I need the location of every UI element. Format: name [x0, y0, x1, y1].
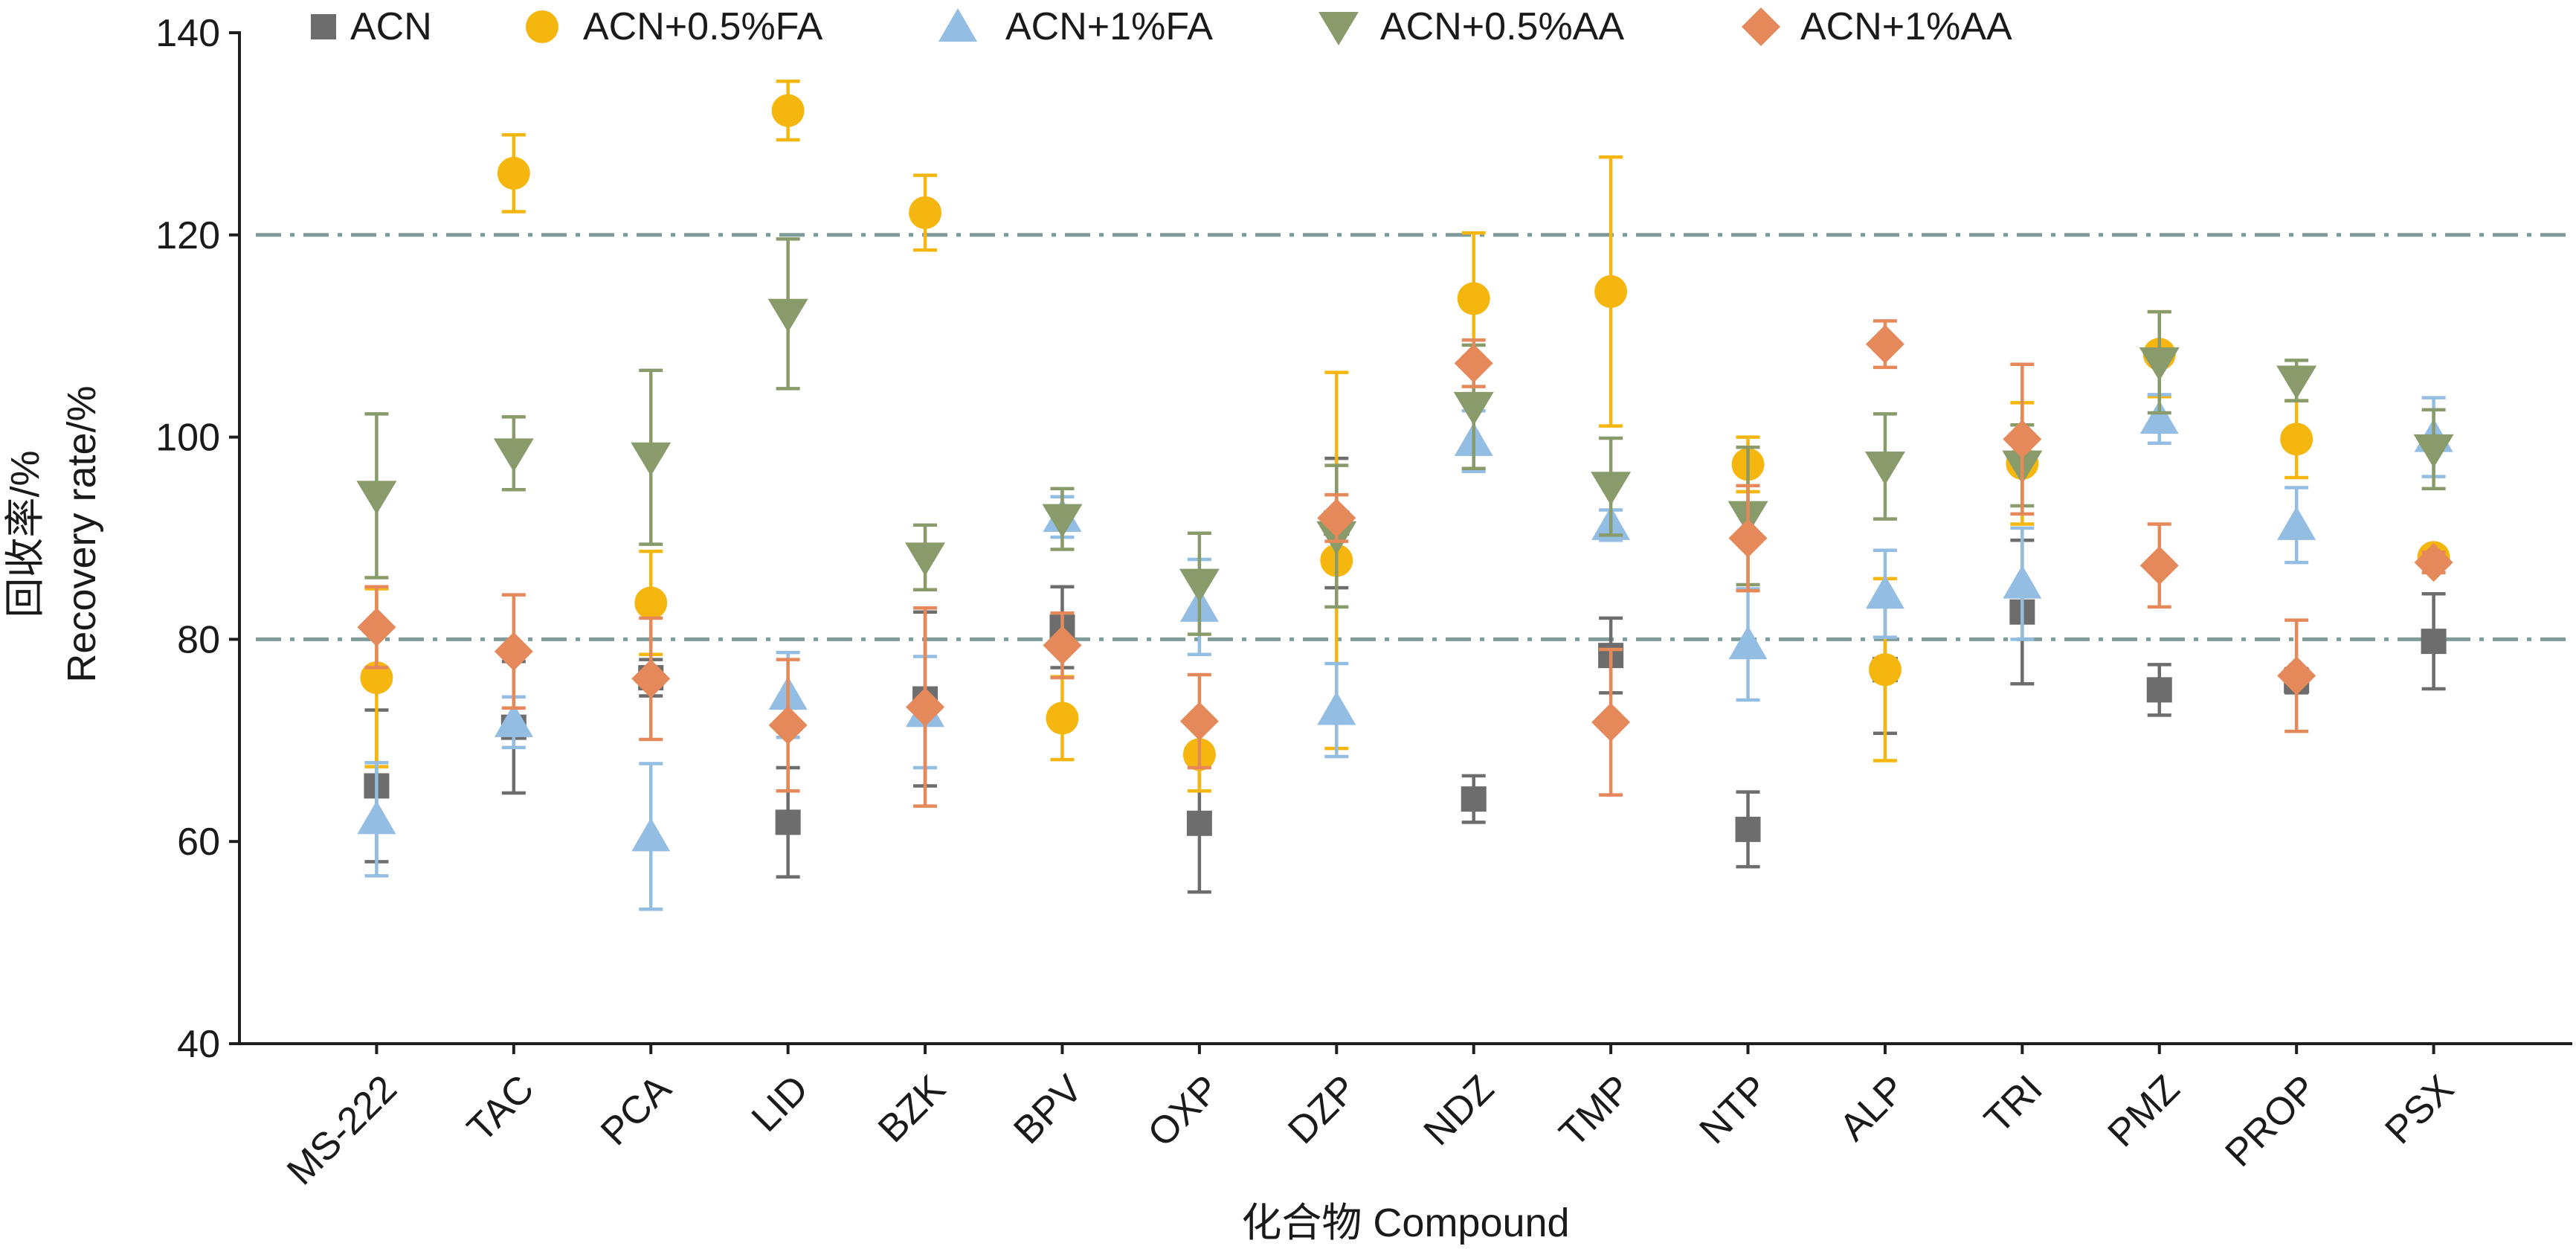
legend-label: ACN+1%AA	[1800, 5, 2012, 48]
data-point	[2146, 677, 2172, 703]
legend-marker-diamond	[1742, 7, 1780, 46]
data-point	[1317, 691, 1356, 725]
data-point	[1728, 518, 1768, 558]
y-axis-title: Recovery rate/%	[59, 385, 104, 682]
data-point	[2139, 347, 2180, 382]
data-point	[1454, 344, 1493, 383]
data-point	[2276, 365, 2317, 399]
legend-marker-square	[311, 14, 336, 39]
data-point	[2139, 546, 2179, 585]
data-point	[2277, 506, 2316, 540]
y-tick-label: 80	[177, 618, 220, 661]
legend-label: ACN	[350, 5, 432, 48]
data-point	[1179, 568, 1220, 603]
data-point	[1591, 702, 1631, 742]
data-point	[1868, 653, 1902, 687]
data-point	[775, 809, 801, 835]
series-diamond	[357, 319, 2453, 808]
data-point	[1317, 498, 1356, 538]
y-axis-ticks: 40 60 80 100 120 140	[155, 12, 239, 1066]
data-point	[1864, 452, 1905, 486]
data-point	[497, 156, 530, 190]
legend-label: ACN+1%FA	[1005, 5, 1213, 48]
data-point	[1457, 282, 1490, 315]
data-point	[2139, 400, 2179, 434]
data-point	[494, 703, 533, 737]
data-point	[1735, 816, 1761, 842]
data-point	[631, 659, 671, 699]
y-axis-title-cn: 回收率/%	[3, 450, 48, 617]
data-point	[493, 438, 534, 472]
legend-item: ACN+0.5%FA	[526, 5, 823, 48]
legend-marker-triangle-down	[1318, 12, 1359, 45]
data-point	[2003, 420, 2042, 459]
data-point	[2414, 543, 2453, 582]
legend-marker-triangle-up	[938, 8, 977, 42]
data-point	[356, 481, 397, 515]
data-point	[2003, 565, 2042, 599]
x-axis-title: 化合物 Compound	[1241, 1201, 1569, 1245]
data-point	[1591, 472, 1632, 506]
data-point	[1594, 274, 1628, 308]
data-point	[360, 661, 393, 695]
data-point	[631, 442, 672, 476]
legend-item: ACN	[311, 5, 432, 48]
data-point	[1043, 626, 1082, 665]
data-point	[767, 298, 808, 333]
y-tick-label: 140	[155, 12, 220, 55]
data-point	[909, 196, 942, 229]
legend: ACN ACN+0.5%FA ACN+1%FA ACN+0.5%AA ACN+1%AA	[311, 5, 2012, 48]
legend-label: ACN+0.5%FA	[583, 5, 823, 48]
legend-item: ACN+1%FA	[938, 5, 1213, 48]
y-tick-label: 100	[155, 417, 220, 460]
legend-item: ACN+0.5%AA	[1318, 5, 1624, 48]
data-point	[1179, 701, 1219, 741]
data-point	[631, 818, 671, 852]
series-triangle-down	[356, 237, 2454, 636]
data-point	[905, 542, 946, 577]
data-point	[494, 632, 533, 671]
data-point	[1865, 324, 1904, 364]
data-series	[356, 79, 2454, 911]
data-point	[2413, 434, 2454, 468]
y-tick-label: 60	[177, 821, 220, 864]
legend-marker-circle	[526, 10, 558, 43]
data-point	[357, 608, 396, 647]
legend-item: ACN+1%AA	[1742, 5, 2012, 48]
data-point	[1186, 810, 1212, 836]
reference-lines	[256, 233, 2568, 641]
data-point	[906, 687, 945, 727]
data-point	[634, 586, 668, 620]
data-point	[771, 94, 805, 127]
data-point	[2421, 629, 2447, 655]
data-point	[1453, 391, 1494, 426]
legend-label: ACN+0.5%AA	[1380, 5, 1624, 48]
data-point	[357, 800, 396, 835]
data-point	[1042, 504, 1083, 538]
data-point	[1865, 575, 1904, 609]
data-point	[1461, 786, 1487, 812]
data-point	[1046, 701, 1079, 735]
y-tick-label: 40	[177, 1023, 220, 1066]
data-point	[768, 705, 808, 745]
data-point	[1728, 626, 1768, 660]
y-tick-label: 120	[155, 214, 220, 257]
data-point	[2280, 423, 2313, 456]
data-point	[2277, 656, 2316, 696]
